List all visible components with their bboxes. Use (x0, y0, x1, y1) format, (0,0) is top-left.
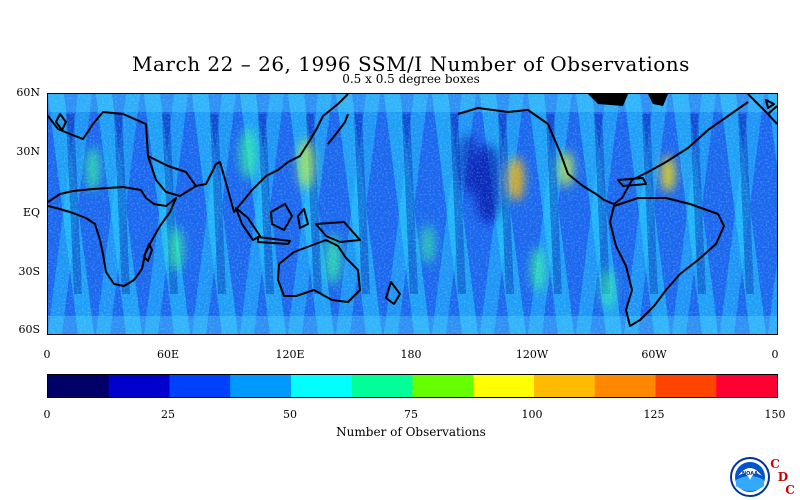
caribbean-coastline (617, 177, 647, 187)
sumatra-coastline (235, 207, 261, 241)
colorbar-title: Number of Observations (336, 425, 486, 439)
colorbar-segment (108, 375, 170, 397)
colorbar-tick-100: 100 (521, 408, 543, 421)
lat-label-eq: EQ (22, 206, 40, 219)
cdc-letter-3: C (785, 483, 794, 497)
map-title: March 22 – 26, 1996 SSM/I Number of Obse… (132, 52, 690, 76)
lon-label-0-east: 0 (771, 348, 779, 361)
colorbar (47, 374, 778, 398)
new-zealand-coastline (385, 281, 401, 305)
colorbar-segment (230, 375, 292, 397)
south-america-coastline (609, 197, 725, 327)
colorbar-segment (291, 375, 353, 397)
borneo-coastline (270, 203, 293, 231)
madagascar-coastline (143, 243, 153, 262)
coastlines (48, 94, 777, 327)
colorbar-tick-0: 0 (43, 408, 51, 421)
britain-coastline (55, 113, 67, 131)
colorbar-segment (655, 375, 717, 397)
colorbar-segment (534, 375, 596, 397)
cdc-letter-1: C (770, 457, 780, 471)
japan-coastline (327, 113, 349, 145)
colorbar-segment (48, 375, 110, 397)
colorbar-segment (716, 375, 777, 397)
cdc-letter-2: D (778, 470, 788, 484)
lon-label-60w: 60W (641, 348, 667, 361)
colorbar-tick-150: 150 (764, 408, 786, 421)
lon-label-120e: 120E (275, 348, 305, 361)
map-subtitle: 0.5 x 0.5 degree boxes (342, 72, 480, 86)
colorbar-tick-50: 50 (283, 408, 297, 421)
colorbar-segment (412, 375, 474, 397)
noaa-emblem-text: NOAA (742, 471, 758, 477)
lat-label-30s: 30S (18, 265, 40, 278)
colorbar-tick-75: 75 (404, 408, 418, 421)
colorbar-tick-125: 125 (643, 408, 665, 421)
arabia-coastline (147, 155, 197, 197)
lat-label-30n: 30N (16, 145, 40, 158)
sulawesi-coastline (297, 208, 309, 229)
colorbar-segment (169, 375, 231, 397)
colorbar-segment (594, 375, 656, 397)
iceland-coastline (765, 99, 775, 109)
new-guinea-coastline (315, 221, 361, 243)
observation-map (47, 93, 778, 335)
java-coastline (257, 236, 291, 245)
australia-coastline (277, 239, 361, 303)
lat-label-60n: 60N (16, 86, 40, 99)
greenland-coastline (747, 94, 777, 125)
colorbar-segment (473, 375, 535, 397)
land-masks (588, 94, 668, 106)
observation-texture (48, 94, 777, 334)
lon-label-60e: 60E (156, 348, 180, 361)
lon-label-0-west: 0 (43, 348, 51, 361)
lon-label-180: 180 (400, 348, 422, 361)
lat-label-60s: 60S (18, 323, 40, 336)
colorbar-segment (351, 375, 413, 397)
colorbar-tick-25: 25 (161, 408, 175, 421)
lon-label-120w: 120W (515, 348, 549, 361)
noaa-cdc-logo: NOAA C D C (730, 457, 794, 497)
north-america-coastline (457, 101, 749, 205)
